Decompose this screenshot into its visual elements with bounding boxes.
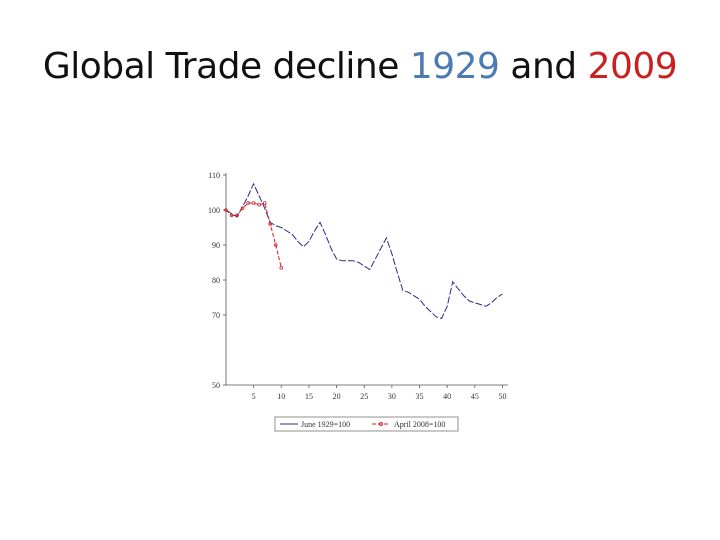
y-tick-label: 70	[212, 311, 220, 320]
series-2008-point	[251, 201, 256, 205]
series-2008-point	[273, 243, 278, 247]
legend-label-1929: June 1929=100	[301, 420, 350, 429]
x-tick-label: 15	[305, 392, 313, 401]
slide-title: Global Trade decline 1929 and 2009	[0, 46, 720, 87]
x-tick-label: 40	[443, 392, 451, 401]
title-year-2009: 2009	[587, 46, 678, 87]
series-2008-point	[224, 208, 228, 212]
x-tick-label: 45	[471, 392, 479, 401]
x-tick-label: 35	[416, 392, 424, 401]
title-year-1929: 1929	[409, 46, 500, 87]
x-tick-label: 25	[360, 392, 368, 401]
series-2008-point	[229, 213, 234, 218]
y-tick-label: 100	[208, 206, 220, 215]
series-line-2008	[225, 202, 282, 268]
chart-series	[224, 182, 503, 320]
y-tick-label: 110	[208, 171, 220, 180]
x-tick-label: 5	[252, 392, 256, 401]
series-line-1929	[225, 182, 503, 320]
x-tick-label: 10	[277, 392, 285, 401]
legend-marker-2008	[378, 421, 383, 426]
y-tick-label: 80	[212, 276, 220, 285]
series-2008-point	[235, 213, 239, 218]
series-2008-point	[279, 265, 284, 270]
y-tick-label: 50	[212, 381, 220, 390]
series-2008-point	[262, 201, 267, 205]
chart-legend: June 1929=100 April 2008=100	[274, 416, 459, 432]
title-mid: and	[499, 46, 588, 87]
series-2008-point	[240, 206, 245, 211]
legend-label-2008: April 2008=100	[394, 420, 445, 429]
x-tick-label: 30	[388, 392, 396, 401]
series-2008-point	[268, 222, 273, 226]
series-2008-point	[257, 202, 261, 207]
x-tick-label: 50	[498, 392, 506, 401]
x-tick-label: 20	[333, 392, 341, 401]
chart-axes: 50 70 80 90 100 110 5 10 15 20 25 30 35 40 45 50	[208, 171, 508, 401]
series-2008-point	[246, 201, 250, 205]
y-tick-label: 90	[212, 241, 220, 250]
title-prefix: Global Trade decline	[42, 46, 410, 87]
legend-box	[274, 416, 459, 432]
